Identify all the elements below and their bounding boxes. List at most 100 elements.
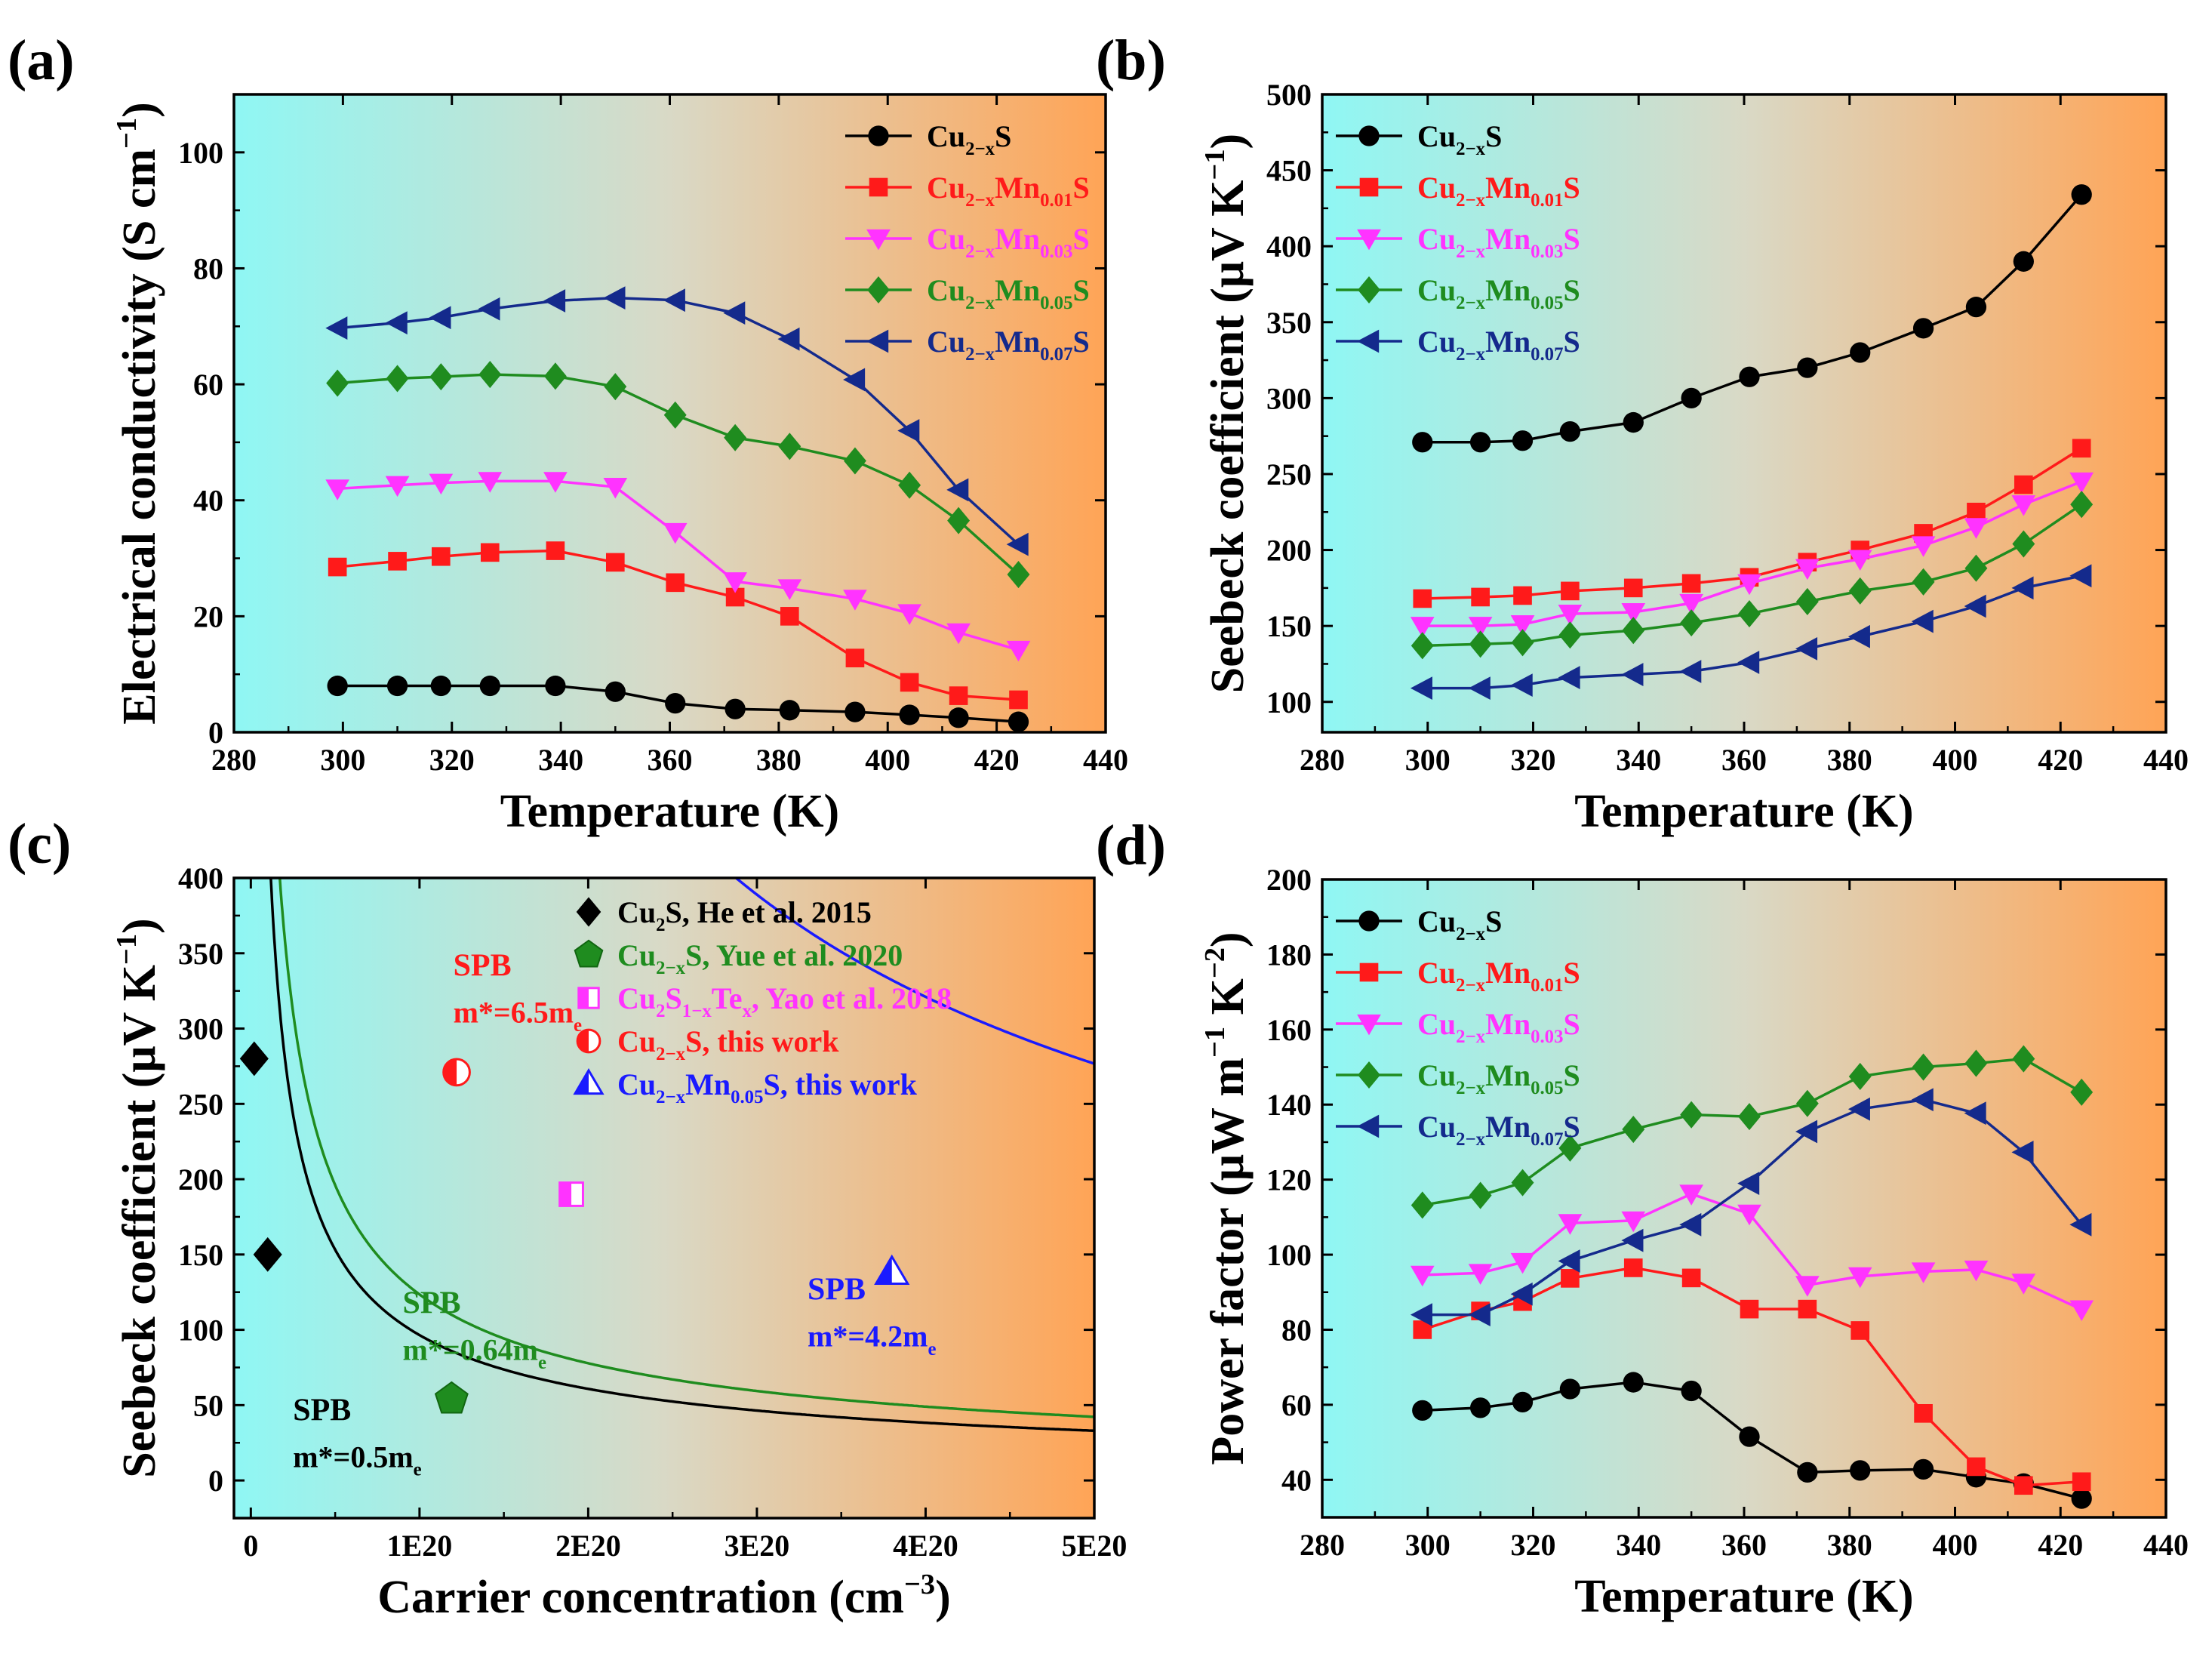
panel-a-series-cu2-xmn0-03s-point <box>777 579 802 600</box>
panel-b-series-cu2-xs-point <box>1559 421 1581 442</box>
panel-d-series-cu2-xmn0-05s-point <box>1680 1101 1703 1129</box>
panel-c-x-tick-label: 5E20 <box>1062 1529 1128 1563</box>
panel-c-curve-spb-m-0-5me <box>269 878 1094 1433</box>
panel-a-series-cu2-xs-point <box>779 700 800 721</box>
panel-d-series-cu2-xs-point <box>1797 1461 1818 1483</box>
panel-a-series-cu2-xmn0-05s-point <box>778 433 801 460</box>
panel-d-series-cu2-xmn0-05s-point <box>1411 1191 1434 1219</box>
panel-a-series-cu2-xmn0-03s-point <box>723 572 747 593</box>
panel-b-series-cu2-xmn0-03s-point <box>1558 604 1583 626</box>
panel-b-series-cu2-xmn0-05s-point <box>2070 491 2094 519</box>
panel-a-series-cu2-xmn0-07s-point <box>429 306 451 330</box>
panel-c-legend-marker <box>576 897 601 927</box>
panel-d-series-cu2-xs-point <box>1412 1400 1433 1421</box>
panel-a-series-cu2-xmn0-03s-point <box>429 473 454 495</box>
panel-a-series-cu2-xmn0-01s-point <box>780 607 799 626</box>
panel-b-series-cu2-xmn0-05s-point <box>1469 630 1492 658</box>
panel-a-series-cu2-xmn0-03s-point <box>843 590 867 611</box>
panel-d-series-cu2-xmn0-05s-point <box>1622 1116 1645 1144</box>
panel-b-series-cu2-xmn0-05s-point <box>1511 629 1534 657</box>
panel-c-y-tick-label: 350 <box>178 937 223 971</box>
panel-d-series-cu2-xmn0-07s-point <box>2011 1140 2034 1164</box>
panel-b-series-cu2-xmn0-03s-point <box>1410 617 1435 638</box>
panel-a-series-cu2-xmn0-03s-point <box>663 522 688 544</box>
panel-c-y-tick-label: 250 <box>178 1087 223 1121</box>
panel-a-panel-label: (a) <box>8 29 75 92</box>
panel-b-series-cu2-xmn0-07s-point <box>1510 673 1533 698</box>
panel-b-legend-marker <box>1357 229 1381 251</box>
panel-a-series-cu2-xmn0-01s-point <box>845 648 865 667</box>
panel-d-x-tick-label: 340 <box>1616 1528 1661 1562</box>
panel-b-series-cu2-xmn0-05s-point <box>1912 568 1935 596</box>
panel-a-legend-label-cu2-xmn0-07s: Cu2−xMn0.07S <box>927 325 1090 365</box>
panel-d-power-factor-chart: 280 300 320 340 360 380 400 420 440 40 60 80 100 120 1… <box>1096 814 2189 1622</box>
panel-b-series-cu2-xmn0-05s-point <box>1738 600 1761 628</box>
panel-b-legend-marker <box>1358 276 1380 304</box>
panel-d-y-tick-label: 120 <box>1266 1163 1312 1197</box>
panel-a-series-cu2-xmn0-07s-point <box>603 286 626 310</box>
panel-c-point-cu2-xmn0-05s-this-work <box>874 1254 910 1285</box>
panel-d-x-tick-label: 280 <box>1300 1528 1345 1562</box>
panel-b-x-tick-label: 300 <box>1405 743 1451 777</box>
panel-b-legend-marker <box>1357 329 1380 353</box>
panel-d-legend-label-cu2-xmn0-01s: Cu2−xMn0.01S <box>1417 956 1580 996</box>
panel-d-series-cu2-xmn0-01s-point <box>1798 1299 1817 1319</box>
panel-b-series-cu2-xmn0-01s-point <box>1471 587 1490 607</box>
panel-a-y-tick-label: 80 <box>193 251 223 285</box>
panel-c-point-cu2s-he-et-al-2015 <box>239 1041 269 1076</box>
panel-a-series-cu2-xs-point <box>899 704 920 725</box>
panel-d-series-cu2-xmn0-07s-point <box>1737 1172 1760 1196</box>
panel-b-series-cu2-xs-point <box>1739 366 1760 387</box>
panel-d-series-cu2-xmn0-01s-point <box>1623 1258 1643 1277</box>
panel-c-curve-annotation-title: SPB <box>403 1286 461 1321</box>
panel-a-series-cu2-xmn0-07s-point <box>325 316 348 340</box>
panel-b-series-cu2-xmn0-05s-point <box>1795 587 1819 616</box>
panel-b-y-axis-label-group: Seebeck coefficient (μV K−1) <box>1199 134 1254 693</box>
panel-d-series-cu2-xmn0-03s-point <box>1679 1184 1703 1206</box>
panel-b-series-cu2-xs-point <box>1681 387 1702 409</box>
panel-d-series-cu2-xmn0-07s <box>1410 1088 2092 1326</box>
panel-d-series-cu2-xs-point <box>1739 1426 1760 1447</box>
panel-b-x-tick-label: 380 <box>1827 743 1872 777</box>
panel-a-series-cu2-xmn0-01s-point <box>605 553 625 572</box>
panel-b-x-tick-label: 320 <box>1511 743 1556 777</box>
panel-b-series-cu2-xs-point <box>1412 432 1433 453</box>
panel-d-legend-marker <box>1357 1114 1380 1138</box>
panel-a-legend-label-cu2-xmn0-01s: Cu2−xMn0.01S <box>927 171 1090 211</box>
panel-a-series-cu2-xmn0-07s-point <box>843 368 866 392</box>
panel-b-series-cu2-xs-point <box>1512 430 1534 451</box>
panel-d-series-cu2-xmn0-03s-point <box>1558 1214 1583 1235</box>
panel-d-series-cu2-xmn0-03s-point <box>1911 1262 1936 1283</box>
panel-c-x-tick-label: 1E20 <box>387 1529 453 1563</box>
panel-b-series-cu2-xmn0-07s-point <box>1410 676 1432 701</box>
panel-b-plot-frame <box>1321 93 2167 734</box>
panel-d-x-tick-label: 320 <box>1511 1528 1556 1562</box>
panel-a-series-cu2-xmn0-07s-point <box>777 327 800 351</box>
panel-c-plot-frame <box>232 876 1096 1520</box>
panel-c-curve-annotation-title: SPB <box>808 1273 866 1307</box>
panel-b-y-tick-label: 300 <box>1266 381 1312 415</box>
panel-a-series-cu2-xmn0-05s <box>326 360 1030 589</box>
panel-d-y-tick-label: 80 <box>1281 1313 1312 1347</box>
panel-d-series-cu2-xmn0-05s-point <box>2012 1045 2035 1073</box>
panel-a-series-cu2-xmn0-05s-point <box>724 423 747 451</box>
panel-c-curve-annotation-mass: m*=6.5me <box>454 996 582 1036</box>
panel-c-y-tick-label: 0 <box>208 1464 223 1498</box>
panel-d-series-cu2-xmn0-07s-point <box>1558 1249 1580 1273</box>
panel-b-y-tick-label: 150 <box>1266 609 1312 643</box>
panel-d-y-tick-label: 200 <box>1266 863 1312 897</box>
panel-b-series-cu2-xmn0-05s-point <box>1964 554 1988 582</box>
panel-d-y-tick-label: 160 <box>1266 1013 1312 1047</box>
panel-c-y-axis-label-group: Seebeck coefficient (μV K−1) <box>111 918 165 1477</box>
panel-b-x-tick-label: 400 <box>1933 743 1978 777</box>
panel-a-series-cu2-xmn0-05s-point <box>663 401 687 429</box>
panel-b-series-cu2-xmn0-01s-point <box>1623 578 1643 598</box>
panel-b-y-tick-label: 250 <box>1266 457 1312 491</box>
panel-d-series-cu2-xmn0-07s-point <box>1911 1088 1934 1112</box>
panel-d-series-cu2-xs-point <box>1623 1372 1644 1393</box>
panel-d-legend-marker <box>1357 1014 1381 1036</box>
panel-b-series-cu2-xmn0-03s-point <box>1964 518 1989 539</box>
panel-c-curve-annotation-title: SPB <box>293 1393 351 1428</box>
panel-a-series-cu2-xmn0-05s-point <box>386 365 409 393</box>
panel-a-series-cu2-xmn0-05s-point <box>843 447 866 475</box>
